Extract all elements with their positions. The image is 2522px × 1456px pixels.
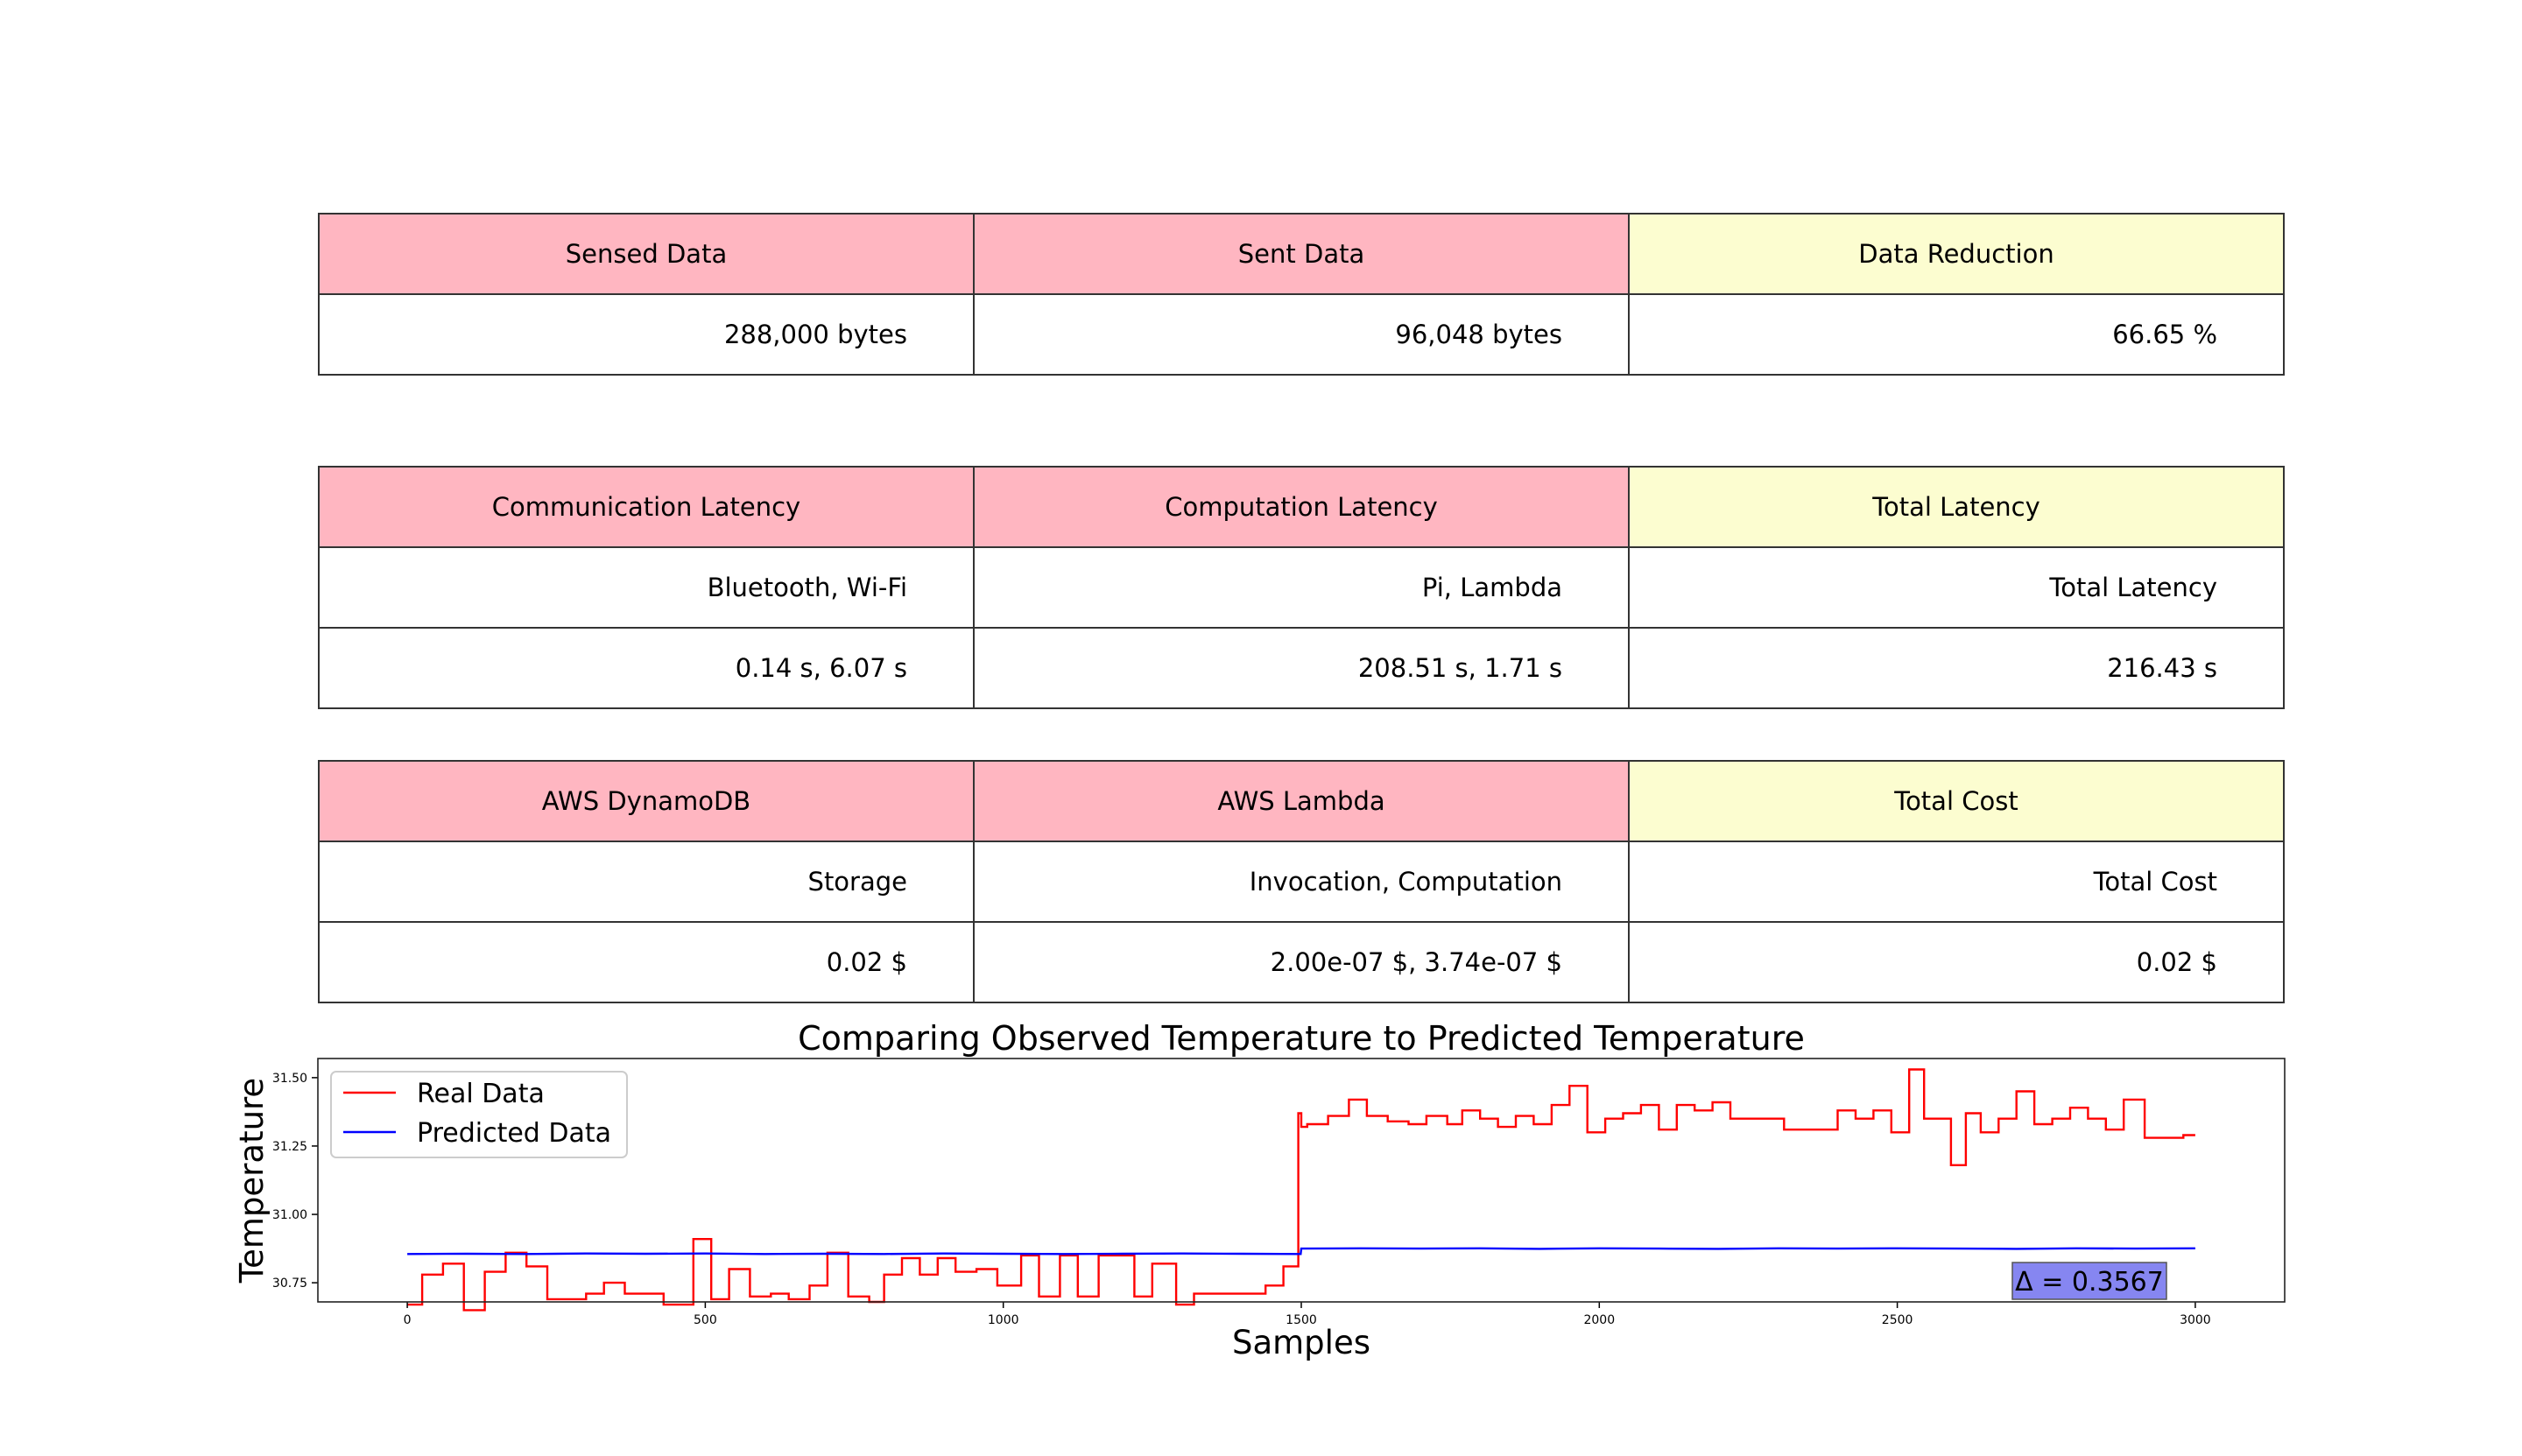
dynamodb-label: Storage [318,841,975,923]
total-cost-value: 0.02 $ [1628,921,2285,1003]
x-tick-label: 2000 [1583,1313,1615,1327]
y-tick-label: 30.75 [272,1277,307,1291]
series-line-real-data [407,1068,2195,1312]
table-row: Bluetooth, Wi-Fi Pi, Lambda Total Latenc… [318,546,2285,629]
y-tick-label: 31.00 [272,1208,307,1222]
sensed-data-value: 288,000 bytes [318,293,975,376]
y-tick-label: 31.25 [272,1140,307,1154]
lambda-cost-value: 2.00e-07 $, 3.74e-07 $ [973,921,1630,1003]
legend-box [330,1071,628,1158]
y-axis-label: Temperature [233,1078,271,1284]
series-line-predicted-data [407,1247,2195,1256]
lambda-label: Invocation, Computation [973,841,1630,923]
header-sensed-data: Sensed Data [318,213,975,295]
plot-area: 0 500 1000 1500 2000 2500 3000 30.75 31.00 31.25 3… [272,1068,2211,1327]
chart-title: Comparing Observed Temperature to Predic… [798,1019,1805,1058]
x-tick-label: 0 [404,1313,412,1327]
y-tick-label: 31.50 [272,1072,307,1086]
total-cost-label: Total Cost [1628,841,2285,923]
x-axis-label: Samples [1232,1324,1370,1361]
header-sent-data: Sent Data [973,213,1630,295]
total-latency-label: Total Latency [1628,546,2285,629]
header-total-cost: Total Cost [1628,760,2285,842]
header-total-latency: Total Latency [1628,466,2285,548]
table-row: Storage Invocation, Computation Total Co… [318,841,2285,923]
table-row: 0.14 s, 6.07 s 208.51 s, 1.71 s 216.43 s [318,627,2285,709]
header-aws-dynamodb: AWS DynamoDB [318,760,975,842]
table-header-row: Sensed Data Sent Data Data Reduction [318,213,2285,295]
plot-frame [317,1058,2286,1303]
legend-label-predicted-data: Predicted Data [417,1118,611,1149]
delta-annotation-box [2011,1262,2167,1300]
legend: Real Data Predicted Data [330,1071,628,1158]
delta-annotation: Δ = 0.3567 [2015,1267,2164,1298]
sent-data-value: 96,048 bytes [973,293,1630,376]
communication-latency-label: Bluetooth, Wi-Fi [318,546,975,629]
table-row: 288,000 bytes 96,048 bytes 66.65 % [318,293,2285,376]
table-header-row: Communication Latency Computation Latenc… [318,466,2285,548]
legend-label-real-data: Real Data [417,1079,545,1109]
computation-latency-label: Pi, Lambda [973,546,1630,629]
dynamodb-cost-value: 0.02 $ [318,921,975,1003]
header-aws-lambda: AWS Lambda [973,760,1630,842]
x-tick-label: 500 [694,1313,717,1327]
header-data-reduction: Data Reduction [1628,213,2285,295]
table-row: 0.02 $ 2.00e-07 $, 3.74e-07 $ 0.02 $ [318,921,2285,1003]
table-header-row: AWS DynamoDB AWS Lambda Total Cost [318,760,2285,842]
data-reduction-table: Sensed Data Sent Data Data Reduction 288… [318,213,2285,376]
x-tick-label: 3000 [2180,1313,2211,1327]
latency-table: Communication Latency Computation Latenc… [318,466,2285,709]
header-computation-latency: Computation Latency [973,466,1630,548]
header-communication-latency: Communication Latency [318,466,975,548]
cost-table: AWS DynamoDB AWS Lambda Total Cost Stora… [318,760,2285,1003]
communication-latency-value: 0.14 s, 6.07 s [318,627,975,709]
x-tick-label: 2500 [1882,1313,1913,1327]
x-tick-label: 1000 [988,1313,1019,1327]
x-tick-label: 1500 [1286,1313,1317,1327]
computation-latency-value: 208.51 s, 1.71 s [973,627,1630,709]
data-reduction-value: 66.65 % [1628,293,2285,376]
total-latency-value: 216.43 s [1628,627,2285,709]
